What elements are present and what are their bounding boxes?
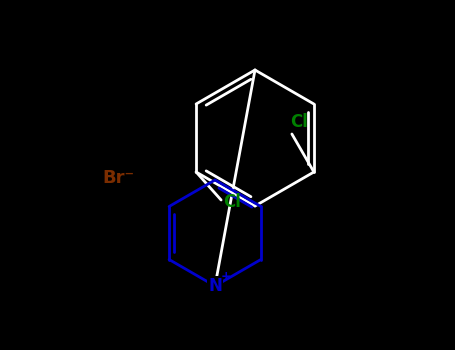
Text: Cl: Cl <box>290 113 308 131</box>
Text: N: N <box>208 277 222 295</box>
Text: Br⁻: Br⁻ <box>102 169 134 187</box>
Text: +: + <box>221 271 231 284</box>
Text: Cl: Cl <box>223 193 241 211</box>
